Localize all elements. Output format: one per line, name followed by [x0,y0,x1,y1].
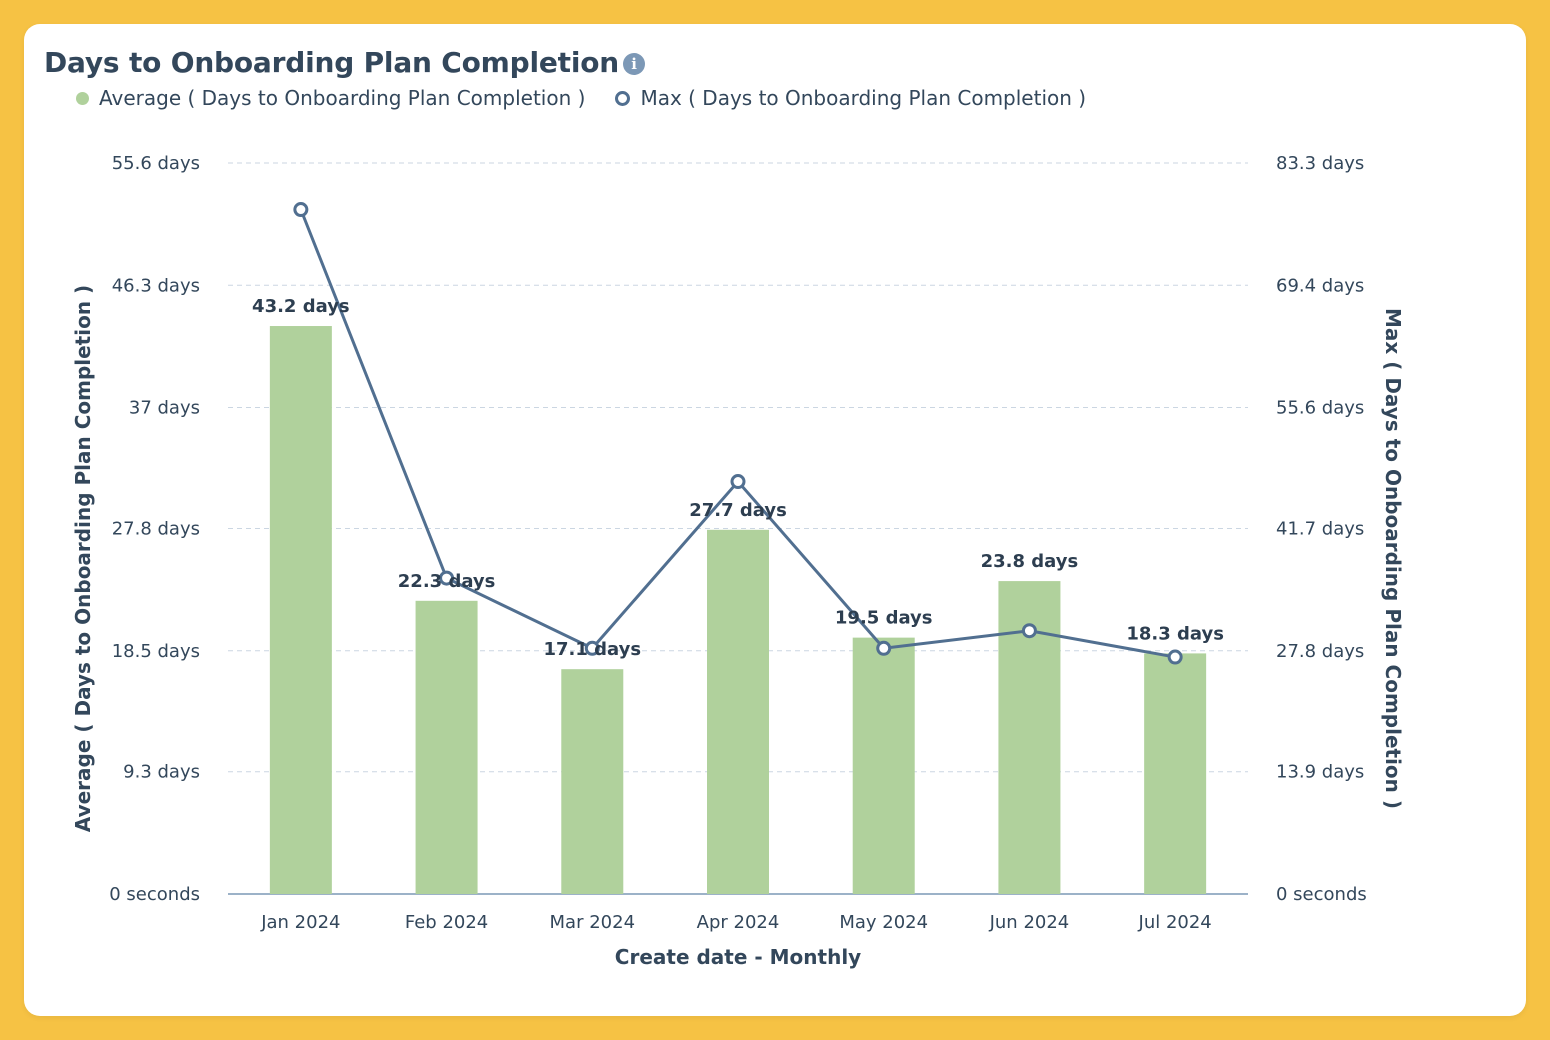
title-row: Days to Onboarding Plan Completion i [44,46,646,79]
max-point [439,570,455,586]
x-tick-label: Mar 2024 [550,912,636,933]
max-point [730,474,746,490]
bar [852,637,915,894]
x-tick-label: Apr 2024 [697,912,780,933]
y-tick-label-left: 27.8 days [112,519,200,540]
legend-swatch-average [76,91,89,105]
legend-label-average: Average ( Days to Onboarding Plan Comple… [99,86,586,110]
bar-data-label: 19.5 days [835,608,933,629]
y-tick-label-right: 69.4 days [1276,275,1364,296]
info-icon[interactable]: i [623,53,646,75]
y-tick-label-left: 37 days [129,398,200,419]
bar [415,600,478,894]
y-tick-label-right: 0 seconds [1276,884,1367,905]
bar-data-label: 23.8 days [981,551,1079,572]
y-axis-title-right: Max ( Days to Onboarding Plan Completion… [1381,308,1405,809]
y-tick-label-left: 46.3 days [112,275,200,296]
y-tick-label-left: 9.3 days [123,762,200,783]
bar-data-label: 18.3 days [1126,623,1224,644]
y-tick-label-left: 18.5 days [112,641,200,662]
chart-title: Days to Onboarding Plan Completion [44,46,620,79]
max-point [293,202,309,218]
legend-label-max: Max ( Days to Onboarding Plan Completion… [640,86,1087,110]
x-tick-label: May 2024 [839,912,928,933]
y-tick-label-right: 13.9 days [1276,762,1364,783]
bar [561,669,624,894]
x-tick-label: Jul 2024 [1138,912,1212,933]
x-axis-title: Create date - Monthly [615,945,861,969]
bar [1144,653,1207,894]
max-point [1021,623,1037,639]
max-point [1167,649,1183,665]
y-tick-label-right: 41.7 days [1276,519,1364,540]
max-point [876,640,892,656]
y-tick-label-right: 83.3 days [1276,153,1364,174]
legend-swatch-max [615,90,631,106]
x-tick-label: Jan 2024 [260,912,340,933]
bar-data-label: 43.2 days [252,296,350,317]
y-tick-label-left: 0 seconds [109,884,200,905]
y-tick-label-left: 55.6 days [112,153,200,174]
x-tick-label: Jun 2024 [989,912,1070,933]
y-tick-label-right: 27.8 days [1276,641,1364,662]
legend: Average ( Days to Onboarding Plan Comple… [76,86,1086,110]
bar-data-label: 17.1 days [543,639,641,660]
y-axis-title-left: Average ( Days to Onboarding Plan Comple… [71,285,95,832]
bar-data-label: 27.7 days [689,500,787,521]
bar-data-label: 22.3 days [398,571,496,592]
legend-item-max[interactable]: Max ( Days to Onboarding Plan Completion… [615,86,1086,110]
legend-item-average[interactable]: Average ( Days to Onboarding Plan Comple… [76,86,585,110]
y-tick-label-right: 55.6 days [1276,398,1364,419]
x-tick-label: Feb 2024 [405,912,488,933]
max-point [584,640,600,656]
bar [707,529,769,894]
bar [269,326,332,894]
